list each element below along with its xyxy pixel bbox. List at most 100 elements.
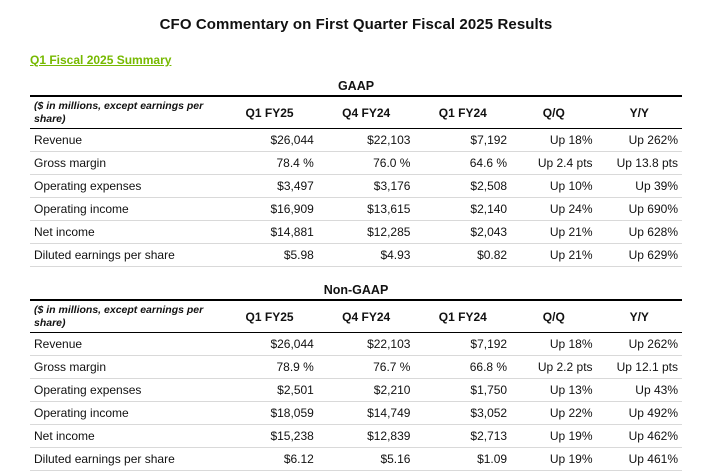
value-cell: $6.12 bbox=[283, 452, 314, 467]
value-cell: $14,881 bbox=[270, 225, 314, 240]
value-cell: $2,501 bbox=[277, 383, 314, 398]
value-cell: $7,192 bbox=[470, 337, 508, 352]
unit-note: ($ in millions, except earnings per shar… bbox=[34, 304, 204, 329]
row-label: Gross margin bbox=[34, 360, 107, 375]
summary-link[interactable]: Q1 Fiscal 2025 Summary bbox=[30, 53, 172, 67]
column-header-q1-fy25: Q1 FY25 bbox=[245, 105, 294, 120]
value-cell: $12,285 bbox=[367, 225, 411, 240]
value-cell: $2,043 bbox=[470, 225, 508, 240]
value-cell: Up 13.8 pts bbox=[616, 156, 678, 171]
table-row: Diluted earnings per share $6.12 $5.16 $1.0… bbox=[30, 448, 682, 471]
row-label: Revenue bbox=[34, 133, 83, 148]
value-cell: $7,192 bbox=[470, 133, 508, 148]
financial-table-gaap: ($ in millions, except earnings per shar… bbox=[30, 95, 682, 267]
value-cell: $0.82 bbox=[477, 248, 508, 263]
value-cell: Up 19% bbox=[549, 452, 593, 467]
value-cell: $2,713 bbox=[470, 429, 508, 444]
table-title-gaap: GAAP bbox=[337, 79, 375, 93]
row-label: Net income bbox=[34, 225, 95, 240]
table-row: Operating expenses $3,497 $3,176 $2,508 Up 1… bbox=[30, 175, 682, 198]
column-header-q1-fy24: Q1 FY24 bbox=[438, 309, 487, 324]
value-cell: Up 628% bbox=[628, 225, 678, 240]
value-cell: $1,750 bbox=[470, 383, 508, 398]
value-cell: $5.16 bbox=[380, 452, 411, 467]
unit-note: ($ in millions, except earnings per shar… bbox=[34, 100, 204, 125]
value-cell: $26,044 bbox=[270, 337, 314, 352]
table-row: Diluted earnings per share $5.98 $4.93 $0.8… bbox=[30, 244, 682, 267]
row-label: Operating income bbox=[34, 406, 129, 421]
column-header-q4-fy24: Q4 FY24 bbox=[342, 105, 391, 120]
table-row: Gross margin 78.4 % 76.0 % 64.6 % Up 2.4 pts… bbox=[30, 152, 682, 175]
value-cell: Up 461% bbox=[628, 452, 678, 467]
row-label: Operating expenses bbox=[34, 179, 142, 194]
tables-container: GAAP ($ in millions, except earnings per … bbox=[30, 79, 682, 471]
row-label: Net income bbox=[34, 429, 95, 444]
value-cell: $18,059 bbox=[270, 406, 314, 421]
column-header-q-q: Q/Q bbox=[542, 309, 565, 324]
value-cell: $3,497 bbox=[277, 179, 314, 194]
value-cell: Up 43% bbox=[635, 383, 678, 398]
value-cell: 66.8 % bbox=[469, 360, 508, 375]
value-cell: $22,103 bbox=[367, 133, 411, 148]
value-cell: 78.9 % bbox=[276, 360, 314, 375]
value-cell: Up 690% bbox=[628, 202, 678, 217]
value-cell: Up 462% bbox=[628, 429, 678, 444]
header-row: ($ in millions, except earnings per shar… bbox=[30, 300, 682, 333]
value-cell: Up 39% bbox=[635, 179, 678, 194]
value-cell: Up 262% bbox=[628, 337, 678, 352]
table-title-non-gaap: Non-GAAP bbox=[323, 283, 389, 298]
value-cell: Up 19% bbox=[549, 429, 593, 444]
value-cell: Up 2.4 pts bbox=[537, 156, 593, 171]
row-label: Operating expenses bbox=[34, 383, 142, 398]
value-cell: $14,749 bbox=[367, 406, 411, 421]
row-label: Gross margin bbox=[34, 156, 107, 171]
value-cell: $22,103 bbox=[367, 337, 411, 352]
column-header-q-q: Q/Q bbox=[542, 105, 565, 120]
value-cell: 64.6 % bbox=[469, 156, 508, 171]
value-cell: 76.0 % bbox=[373, 156, 411, 171]
value-cell: $2,210 bbox=[373, 383, 411, 398]
row-label: Diluted earnings per share bbox=[34, 248, 175, 263]
column-header-y-y: Y/Y bbox=[629, 309, 649, 324]
table-section-gaap: GAAP ($ in millions, except earnings per … bbox=[30, 79, 682, 267]
value-cell: 78.4 % bbox=[276, 156, 314, 171]
table-section-non-gaap: Non-GAAP ($ in millions, except earnings … bbox=[30, 283, 682, 471]
table-row: Revenue $26,044 $22,103 $7,192 Up 18% Up 262% bbox=[30, 129, 682, 152]
value-cell: $2,508 bbox=[470, 179, 508, 194]
value-cell: $2,140 bbox=[470, 202, 508, 217]
value-cell: Up 22% bbox=[549, 406, 593, 421]
header-row: ($ in millions, except earnings per shar… bbox=[30, 96, 682, 129]
value-cell: $5.98 bbox=[283, 248, 314, 263]
value-cell: Up 24% bbox=[549, 202, 593, 217]
financial-table-non-gaap: ($ in millions, except earnings per shar… bbox=[30, 299, 682, 471]
table-row: Gross margin 78.9 % 76.7 % 66.8 % Up 2.2 pts… bbox=[30, 356, 682, 379]
value-cell: $1.09 bbox=[477, 452, 508, 467]
value-cell: $16,909 bbox=[270, 202, 314, 217]
value-cell: $15,238 bbox=[270, 429, 314, 444]
table-row: Net income $15,238 $12,839 $2,713 Up 19% Up 4… bbox=[30, 425, 682, 448]
value-cell: Up 10% bbox=[549, 179, 593, 194]
column-header-y-y: Y/Y bbox=[629, 105, 649, 120]
column-header-q4-fy24: Q4 FY24 bbox=[342, 309, 391, 324]
value-cell: $3,052 bbox=[470, 406, 508, 421]
table-row: Operating expenses $2,501 $2,210 $1,750 Up 1… bbox=[30, 379, 682, 402]
value-cell: $26,044 bbox=[270, 133, 314, 148]
table-row: Net income $14,881 $12,285 $2,043 Up 21% Up 6… bbox=[30, 221, 682, 244]
page-title: CFO Commentary on First Quarter Fiscal 2… bbox=[159, 16, 553, 33]
value-cell: Up 2.2 pts bbox=[537, 360, 593, 375]
value-cell: $3,176 bbox=[373, 179, 411, 194]
value-cell: $4.93 bbox=[380, 248, 411, 263]
value-cell: Up 492% bbox=[628, 406, 678, 421]
value-cell: Up 12.1 pts bbox=[616, 360, 678, 375]
value-cell: Up 629% bbox=[628, 248, 678, 263]
row-label: Diluted earnings per share bbox=[34, 452, 175, 467]
value-cell: 76.7 % bbox=[373, 360, 411, 375]
value-cell: Up 21% bbox=[549, 225, 593, 240]
table-row: Operating income $18,059 $14,749 $3,052 Up 2… bbox=[30, 402, 682, 425]
row-label: Operating income bbox=[34, 202, 129, 217]
table-row: Operating income $16,909 $13,615 $2,140 Up 2… bbox=[30, 198, 682, 221]
value-cell: Up 13% bbox=[549, 383, 593, 398]
column-header-q1-fy25: Q1 FY25 bbox=[245, 309, 294, 324]
value-cell: Up 262% bbox=[628, 133, 678, 148]
